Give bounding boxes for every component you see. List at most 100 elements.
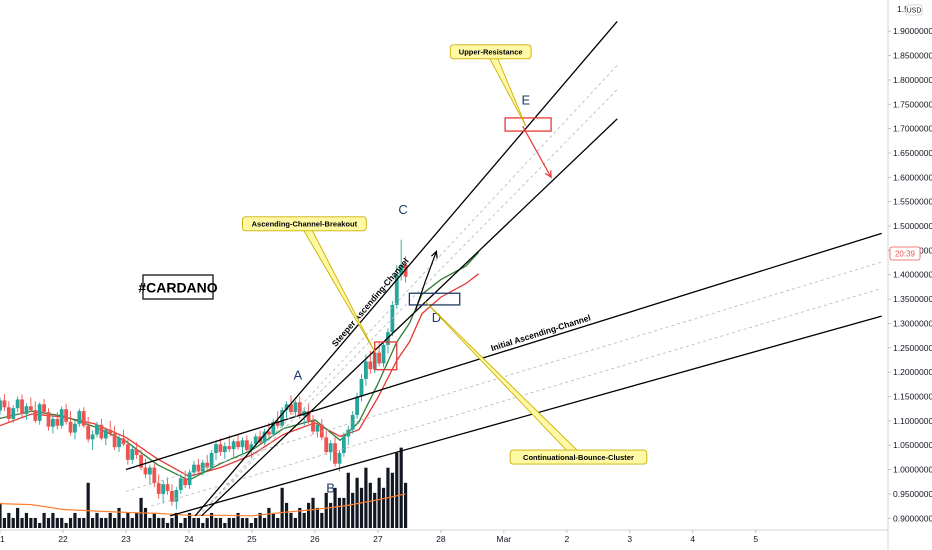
volume-bar — [38, 522, 42, 528]
candle-body — [15, 399, 20, 409]
y-tick-label: 1.15000000 — [893, 392, 932, 402]
volume-bar — [170, 517, 174, 528]
candle-body — [51, 418, 55, 427]
candle-body — [297, 402, 302, 416]
candle-body — [271, 421, 276, 435]
candle-body — [0, 400, 2, 411]
volume-bar — [117, 507, 121, 528]
candle-body — [341, 436, 346, 453]
callout-box — [449, 44, 532, 60]
wave-point-label: C — [398, 202, 407, 217]
volume-bar — [42, 512, 46, 528]
candle-body — [306, 411, 311, 421]
candle-body — [324, 437, 329, 453]
volume-bar — [280, 487, 284, 528]
y-tick-label: 1.35000000 — [893, 294, 932, 304]
x-tick-label: 4 — [690, 534, 695, 544]
volume-bar — [364, 467, 368, 528]
x-tick-label: 28 — [436, 534, 446, 544]
candle-body — [187, 472, 192, 486]
x-tick-label: 26 — [310, 534, 320, 544]
y-tick-label: 1.60000000 — [893, 172, 932, 182]
y-tick-label: 0.95000000 — [893, 489, 932, 499]
volume-bar — [165, 522, 170, 528]
wave-point-label: D — [432, 310, 441, 325]
candle-body — [68, 421, 73, 433]
volume-bar — [306, 502, 311, 528]
candle-body — [143, 467, 148, 475]
candle-body — [156, 483, 161, 494]
annotations: A B C D E Upper-Resistance Ascending-Channel-B… — [242, 44, 648, 495]
candle-body — [289, 404, 293, 413]
candle-body — [377, 352, 382, 364]
candle-body — [368, 361, 373, 370]
volume-bar — [403, 482, 408, 528]
candle-body — [333, 443, 337, 464]
currency-badge — [905, 4, 923, 16]
x-tick-label: 27 — [373, 534, 383, 544]
candle-body — [161, 484, 166, 494]
volume-bar — [329, 502, 333, 528]
volume-bar — [324, 492, 328, 528]
candle-body — [205, 462, 210, 468]
candle-body — [64, 409, 69, 422]
volume-bar — [351, 492, 355, 528]
candle-body — [77, 411, 82, 424]
highlight-box — [374, 341, 398, 371]
volume-bar — [395, 452, 399, 528]
volume-bar — [148, 517, 152, 528]
candle-body — [227, 446, 232, 450]
volume-bar — [346, 472, 350, 528]
candle-body — [99, 424, 104, 439]
volume-bar — [205, 517, 209, 528]
candle-body — [240, 440, 245, 448]
volume-bar — [390, 472, 394, 528]
volume-bar — [245, 517, 249, 528]
volume-bar — [368, 482, 372, 528]
candle-body — [108, 429, 113, 434]
x-tick-label: 25 — [247, 534, 257, 544]
channel-line — [125, 232, 882, 471]
volume-bar — [201, 522, 205, 528]
y-tick-label: 1.30000000 — [893, 318, 932, 328]
volume-bar — [7, 512, 11, 528]
candle-body — [125, 444, 130, 460]
volume-bar — [86, 482, 90, 528]
y-tick-label: 1.55000000 — [893, 197, 932, 207]
candle-body — [178, 478, 183, 491]
volume-bar — [293, 517, 297, 528]
highlight-box — [504, 117, 552, 132]
volume-bar — [126, 512, 130, 528]
volume-bar — [377, 477, 381, 528]
price-tag-label: 20:39 — [895, 250, 916, 259]
callout-label: Upper-Resistance — [459, 48, 523, 57]
candle-body — [73, 423, 77, 433]
candle-body — [152, 467, 157, 484]
volume-bar — [161, 517, 165, 528]
candle-body — [364, 361, 368, 379]
candle-body — [200, 462, 205, 472]
callout-pointer — [486, 49, 527, 127]
ma-volume-line — [0, 493, 406, 517]
candle-body — [399, 265, 404, 275]
candle-body — [147, 467, 152, 475]
projection-arrow — [415, 251, 437, 310]
volume-bar — [271, 512, 275, 528]
candle-body — [81, 411, 86, 426]
candle-body — [139, 454, 143, 468]
volume-bar — [333, 487, 337, 528]
candle-body — [253, 436, 258, 445]
volume-bar — [258, 512, 262, 528]
y-tick-label: 1.65000000 — [893, 148, 932, 158]
volume-bar — [179, 522, 183, 528]
callout-label: Ascending-Channel-Breakout — [252, 220, 358, 229]
volume-bar — [355, 477, 359, 528]
candle-body — [284, 404, 289, 411]
highlight-box — [408, 292, 461, 306]
candle-body — [249, 444, 254, 451]
volume-bar — [187, 512, 192, 528]
projection-arrow — [522, 125, 552, 178]
candle-body — [95, 424, 99, 435]
